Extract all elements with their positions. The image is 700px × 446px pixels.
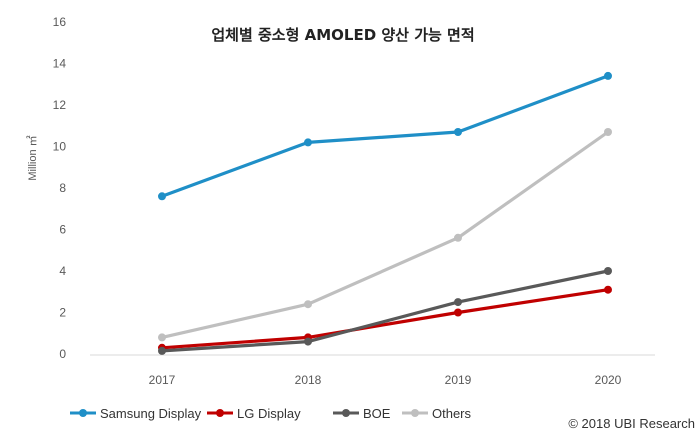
copyright-text: © 2018 UBI Research [568, 416, 695, 431]
y-tick-label: 12 [53, 98, 67, 112]
data-point-boe [158, 346, 166, 355]
y-tick-label: 14 [53, 57, 67, 71]
data-point-boe [454, 298, 462, 307]
y-tick-label: 4 [59, 264, 66, 278]
y-axis-label: Million ㎡ [26, 135, 39, 180]
y-tick-label: 2 [59, 306, 66, 320]
series-line-lg-display [160, 288, 610, 350]
legend-marker-lg-display [216, 409, 224, 417]
series-layer [158, 71, 612, 355]
y-tick-label: 6 [59, 223, 66, 237]
series-line-samsung-display [160, 74, 610, 198]
legend-marker-boe [342, 409, 350, 417]
data-point-lg-display [604, 285, 612, 294]
data-point-samsung-display [304, 138, 312, 147]
y-axis-ticks: 0 2 4 6 8 10 12 14 16 [53, 15, 67, 361]
data-point-lg-display [454, 308, 462, 317]
data-point-boe [304, 337, 312, 346]
legend-marker-samsung-display [79, 409, 87, 417]
x-tick-label: 2017 [149, 373, 176, 387]
legend-label-others: Others [432, 406, 472, 421]
data-point-samsung-display [158, 192, 166, 201]
data-point-samsung-display [454, 128, 462, 136]
legend-marker-others [411, 409, 419, 417]
chart-title: 업체별 중소형 AMOLED 양산 가능 면적 [211, 26, 474, 44]
legend: Samsung Display LG Display BOE Others [70, 406, 472, 421]
data-point-samsung-display [604, 71, 612, 80]
x-tick-label: 2019 [445, 373, 472, 387]
data-point-others [304, 300, 312, 309]
legend-label-boe: BOE [363, 406, 391, 421]
x-tick-label: 2018 [295, 373, 322, 387]
y-tick-label: 8 [59, 181, 66, 195]
x-axis-ticks: 2017 2018 2019 2020 [149, 373, 622, 387]
data-point-others [454, 233, 462, 242]
x-tick-label: 2020 [595, 373, 622, 387]
y-tick-label: 16 [53, 15, 67, 29]
legend-label-samsung-display: Samsung Display [100, 406, 202, 421]
data-point-others [158, 333, 166, 342]
series-line-boe [160, 269, 610, 353]
data-point-others [604, 128, 612, 136]
series-line-others [160, 130, 610, 339]
legend-label-lg-display: LG Display [237, 406, 301, 421]
data-point-boe [604, 267, 612, 275]
y-tick-label: 10 [53, 140, 67, 154]
y-tick-label: 0 [59, 347, 66, 361]
